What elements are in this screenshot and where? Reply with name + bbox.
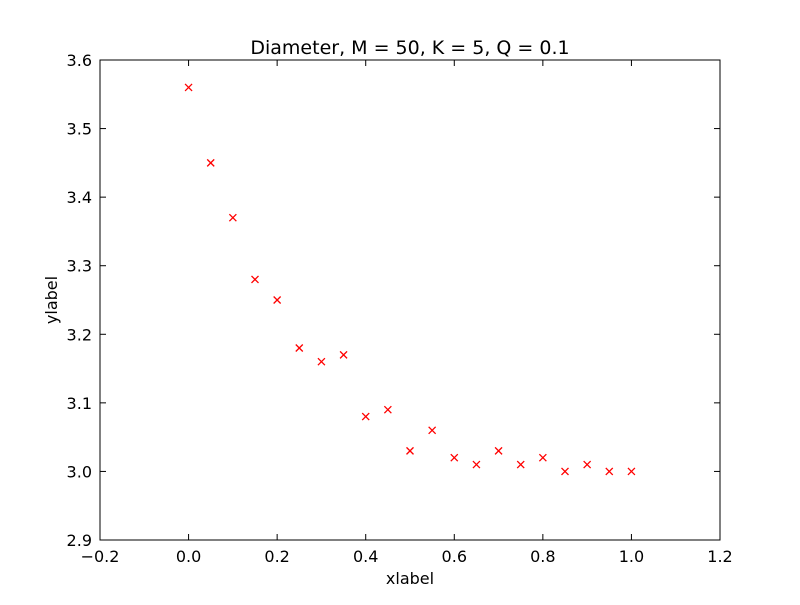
x-tick-label: 0.8: [530, 547, 555, 566]
x-tick-label: 0.2: [264, 547, 289, 566]
data-point: [605, 467, 614, 476]
x-marker-stroke: [339, 350, 348, 359]
chart-title: Diameter, M = 50, K = 5, Q = 0.1: [250, 37, 569, 59]
data-point: [494, 446, 503, 455]
data-point: [317, 357, 326, 366]
x-marker-stroke: [184, 83, 193, 92]
data-point: [538, 453, 547, 462]
x-marker-stroke: [428, 426, 437, 435]
x-tick-label: 1.0: [619, 547, 644, 566]
x-tick-label: 0.4: [353, 547, 378, 566]
data-point: [561, 467, 569, 476]
x-marker-stroke: [472, 460, 481, 469]
data-point: [361, 412, 370, 421]
x-marker-stroke: [273, 296, 282, 304]
x-tick-label: 0.6: [442, 547, 467, 566]
x-marker-stroke: [406, 446, 414, 455]
y-tick-label: 2.9: [67, 531, 92, 550]
y-axis-title: ylabel: [42, 276, 61, 324]
data-point: [583, 460, 592, 469]
data-point: [406, 446, 414, 455]
x-marker-stroke: [251, 275, 259, 284]
y-tick-label: 3.4: [67, 188, 92, 207]
data-point: [428, 426, 437, 435]
data-point: [184, 83, 193, 92]
x-marker-stroke: [206, 158, 215, 167]
x-marker-stroke: [583, 460, 592, 469]
data-point: [627, 467, 636, 476]
data-point: [516, 460, 525, 469]
x-marker-stroke: [450, 453, 459, 462]
data-point: [295, 344, 304, 352]
x-axis-title: xlabel: [386, 569, 434, 588]
x-marker-stroke: [494, 446, 503, 455]
data-point: [206, 158, 215, 167]
x-marker-stroke: [383, 405, 392, 414]
x-marker-stroke: [317, 357, 326, 366]
axes-frame: [99, 59, 721, 541]
data-point: [273, 296, 282, 304]
x-marker-stroke: [561, 467, 569, 476]
y-tick-label: 3.5: [67, 120, 92, 139]
data-point: [228, 213, 237, 222]
x-marker-stroke: [516, 460, 525, 469]
data-point: [450, 453, 459, 462]
y-tick-label: 3.1: [67, 394, 92, 413]
x-marker-stroke: [538, 453, 547, 462]
x-tick-label: 1.2: [707, 547, 732, 566]
x-marker-stroke: [627, 467, 636, 476]
plot-area: −0.2 0.0 0.2 0.4 0.6 0.8 1.0 1.2 2.9 3.0 3.1 3.2 3.3…: [67, 51, 733, 566]
data-point: [472, 460, 481, 469]
data-point: [251, 275, 259, 284]
y-tick-label: 3.2: [67, 325, 92, 344]
y-tick-label: 3.0: [67, 462, 92, 481]
data-point: [383, 405, 392, 414]
x-tick-label: 0.0: [176, 547, 201, 566]
x-marker-stroke: [605, 467, 614, 476]
x-marker-stroke: [295, 344, 304, 352]
data-point: [339, 350, 348, 359]
x-tick-label: −0.2: [81, 547, 120, 566]
y-tick-label: 3.3: [67, 257, 92, 276]
x-marker-stroke: [361, 412, 370, 421]
x-marker-stroke: [228, 213, 237, 222]
y-tick-label: 3.6: [67, 51, 92, 70]
